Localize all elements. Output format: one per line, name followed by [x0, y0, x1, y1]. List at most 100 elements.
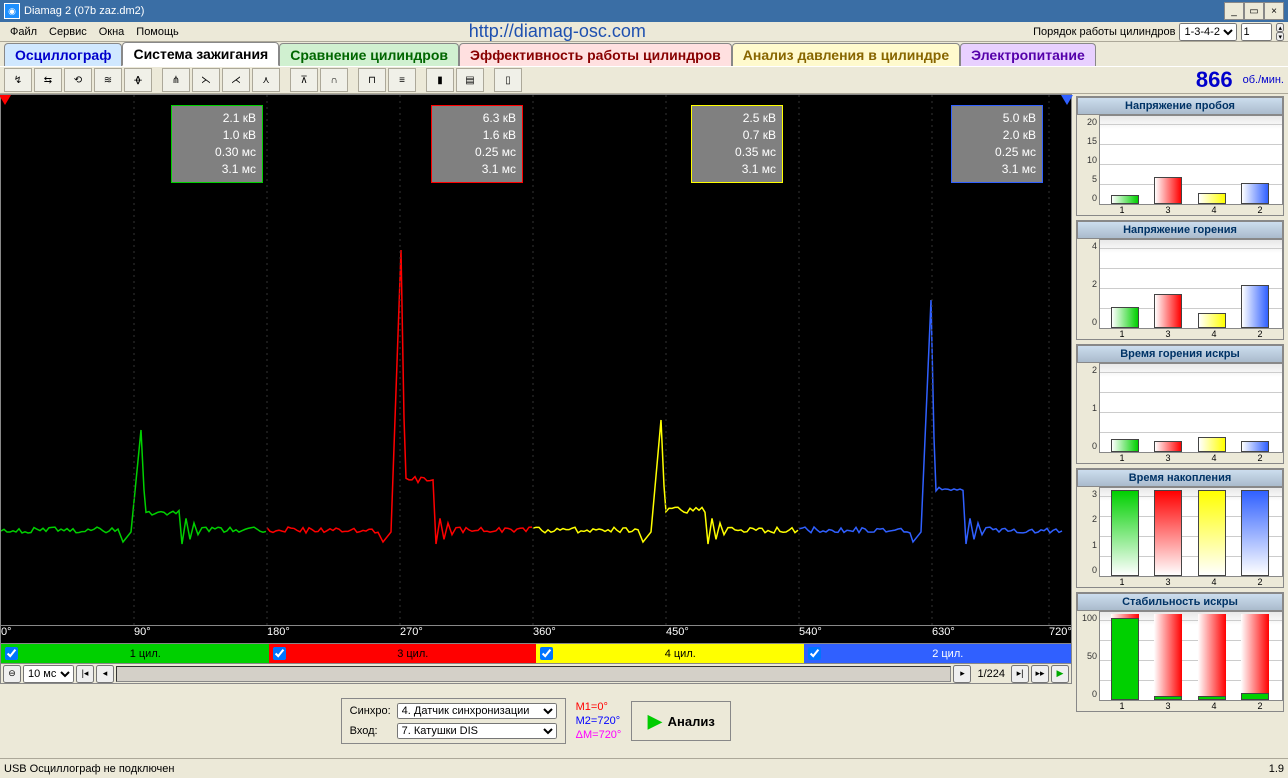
- tool-9[interactable]: ⋏: [252, 68, 280, 92]
- tab-4[interactable]: Анализ давления в цилиндре: [732, 43, 960, 66]
- maximize-button[interactable]: ▭: [1244, 2, 1264, 20]
- timebase-select[interactable]: 10 мс: [23, 665, 74, 683]
- bar: [1111, 618, 1139, 700]
- bar: [1154, 490, 1182, 576]
- mini-chart-plot: [1099, 239, 1283, 329]
- cyl-segment-2: 4 цил.: [536, 644, 804, 663]
- mini-chart-header[interactable]: Время накопления: [1077, 469, 1283, 487]
- mini-chart-plot: [1099, 115, 1283, 205]
- spin-up[interactable]: ▴: [1276, 23, 1284, 32]
- bar: [1241, 693, 1269, 700]
- tool-8[interactable]: ⋌: [222, 68, 250, 92]
- status-text: USB Осциллограф не подключен: [4, 763, 174, 775]
- scroll-step[interactable]: ▸▸: [1031, 665, 1049, 683]
- cyl-segment-3: 2 цил.: [804, 644, 1072, 663]
- tool-12[interactable]: ⊓: [358, 68, 386, 92]
- tool-16[interactable]: ▯: [494, 68, 522, 92]
- version: 1.9: [1269, 763, 1284, 775]
- mini-chart-plot: [1099, 363, 1283, 453]
- x-tick: 360°: [533, 626, 556, 638]
- dm-value: ΔM=720°: [576, 728, 622, 742]
- marker-info: M1=0° M2=720° ΔM=720°: [576, 700, 622, 742]
- tool-15[interactable]: ▤: [456, 68, 484, 92]
- tool-1[interactable]: ↯: [4, 68, 32, 92]
- cyl-label: 2 цил.: [825, 648, 1072, 660]
- mini-chart-plot: [1099, 487, 1283, 577]
- bar: [1198, 193, 1226, 204]
- scroll-play[interactable]: ▶: [1051, 665, 1069, 683]
- info-box-2: 2.5 кВ0.7 кВ0.35 мс3.1 мс: [691, 105, 783, 183]
- bar: [1241, 183, 1269, 205]
- x-tick: 90°: [134, 626, 151, 638]
- scroll-controls: ⊖ 10 мс |◂ ◂ ▸ 1/224 ▸| ▸▸ ▶: [0, 664, 1072, 684]
- rpm-value: 866: [1196, 67, 1241, 93]
- bar: [1111, 195, 1139, 204]
- tool-6[interactable]: ⋔: [162, 68, 190, 92]
- tab-1[interactable]: Система зажигания: [122, 42, 279, 66]
- bar: [1198, 437, 1226, 452]
- rpm-unit: об./мин.: [1243, 74, 1284, 86]
- x-tick: 630°: [932, 626, 955, 638]
- input-label: Вход:: [350, 725, 391, 737]
- bar: [1198, 490, 1226, 576]
- bar: [1241, 490, 1269, 576]
- mini-chart-1: Напряжение горения4201342: [1076, 220, 1284, 340]
- website-link[interactable]: http://diamag-osc.com: [469, 21, 646, 42]
- tool-13[interactable]: ≡: [388, 68, 416, 92]
- menu-Файл[interactable]: Файл: [4, 26, 43, 38]
- scroll-track[interactable]: [116, 666, 951, 682]
- bar: [1154, 294, 1182, 328]
- bottom-controls: Синхро: 4. Датчик синхронизации Вход: 7.…: [0, 684, 1072, 744]
- m2-value: M2=720°: [576, 714, 622, 728]
- mini-chart-header[interactable]: Время горения искры: [1077, 345, 1283, 363]
- info-box-0: 2.1 кВ1.0 кВ0.30 мс3.1 мс: [171, 105, 263, 183]
- tool-14[interactable]: ▮: [426, 68, 454, 92]
- spin-input[interactable]: [1241, 23, 1272, 41]
- cyl-checkbox-1[interactable]: [273, 647, 286, 660]
- m1-value: M1=0°: [576, 700, 622, 714]
- bar: [1111, 490, 1139, 576]
- cylinder-order-select[interactable]: 1-3-4-2: [1179, 23, 1237, 41]
- spin-down[interactable]: ▾: [1276, 32, 1284, 41]
- scroll-next[interactable]: ▸: [953, 665, 971, 683]
- mini-chart-header[interactable]: Напряжение пробоя: [1077, 97, 1283, 115]
- analyze-button[interactable]: ▶ Анализ: [631, 701, 731, 741]
- cyl-checkbox-0[interactable]: [5, 647, 18, 660]
- bar: [1111, 307, 1139, 329]
- x-tick: 180°: [267, 626, 290, 638]
- sync-select[interactable]: 4. Датчик синхронизации: [397, 703, 557, 719]
- tool-2[interactable]: ⇆: [34, 68, 62, 92]
- menu-Окна[interactable]: Окна: [93, 26, 131, 38]
- close-button[interactable]: ×: [1264, 2, 1284, 20]
- x-tick: 540°: [799, 626, 822, 638]
- page-info: 1/224: [973, 668, 1009, 680]
- menu-Помощь[interactable]: Помощь: [130, 26, 185, 38]
- sync-label: Синхро:: [350, 705, 391, 717]
- tool-3[interactable]: ⟲: [64, 68, 92, 92]
- cyl-checkbox-3[interactable]: [808, 647, 821, 660]
- menu-Сервис[interactable]: Сервис: [43, 26, 93, 38]
- tool-5[interactable]: ᚖ: [124, 68, 152, 92]
- mini-chart-0: Напряжение пробоя201510501342: [1076, 96, 1284, 216]
- mini-chart-header[interactable]: Напряжение горения: [1077, 221, 1283, 239]
- scroll-prev[interactable]: ◂: [96, 665, 114, 683]
- tab-3[interactable]: Эффективность работы цилиндров: [459, 43, 732, 66]
- scroll-first[interactable]: |◂: [76, 665, 94, 683]
- tool-11[interactable]: ∩: [320, 68, 348, 92]
- scroll-last[interactable]: ▸|: [1011, 665, 1029, 683]
- tool-4[interactable]: ≋: [94, 68, 122, 92]
- input-select[interactable]: 7. Катушки DIS: [397, 723, 557, 739]
- tab-0[interactable]: Осциллограф: [4, 43, 122, 66]
- collapse-button[interactable]: ⊖: [3, 665, 21, 683]
- tool-10[interactable]: ⊼: [290, 68, 318, 92]
- bar: [1111, 439, 1139, 452]
- tab-2[interactable]: Сравнение цилиндров: [279, 43, 459, 66]
- oscilloscope-display[interactable]: 2.1 кВ1.0 кВ0.30 мс3.1 мс6.3 кВ1.6 кВ0.2…: [0, 94, 1072, 626]
- tab-5[interactable]: Электропитание: [960, 43, 1096, 66]
- x-tick: 0°: [1, 626, 12, 638]
- minimize-button[interactable]: _: [1224, 2, 1244, 20]
- cyl-checkbox-2[interactable]: [540, 647, 553, 660]
- tool-7[interactable]: ⋋: [192, 68, 220, 92]
- mini-chart-header[interactable]: Стабильность искры: [1077, 593, 1283, 611]
- cyl-segment-1: 3 цил.: [269, 644, 537, 663]
